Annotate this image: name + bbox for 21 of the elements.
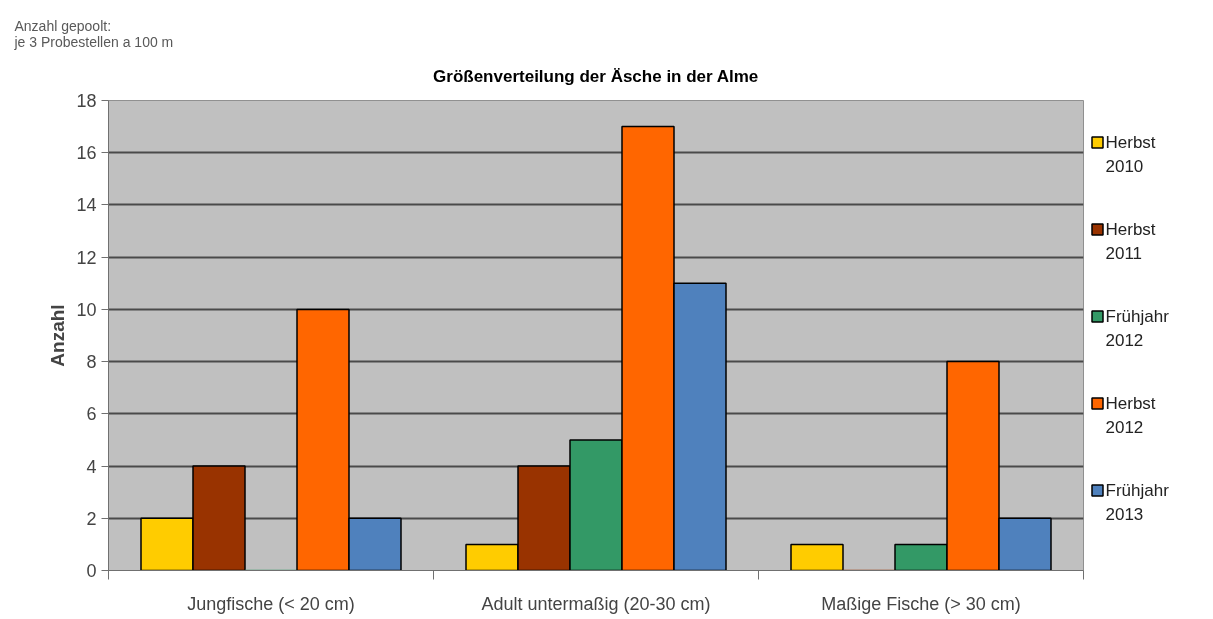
y-tick-label: 14 bbox=[76, 195, 97, 216]
legend-label: Frühjahr 2013 bbox=[1105, 480, 1170, 525]
y-tick-label: 12 bbox=[76, 247, 97, 268]
x-tick-label: Adult untermaßig (20-30 cm) bbox=[481, 593, 711, 614]
legend-label: Herbst 2012 bbox=[1105, 393, 1156, 438]
y-tick-label: 16 bbox=[76, 143, 97, 164]
y-tick-label: 8 bbox=[86, 352, 97, 373]
legend-label: Frühjahr 2012 bbox=[1105, 306, 1170, 351]
y-tick-label: 2 bbox=[86, 508, 97, 529]
y-tick-label: 4 bbox=[86, 456, 97, 477]
text: Anzahl gepoolt: je 3 Probestellen a 100 m bbox=[13, 17, 174, 50]
y-tick-label: 0 bbox=[86, 561, 97, 581]
x-tick-label: Maßige Fische (> 30 cm) bbox=[821, 593, 1021, 614]
legend-label: Herbst 2010 bbox=[1105, 132, 1156, 177]
y-tick-label: 6 bbox=[86, 404, 97, 425]
legend-label: Herbst 2011 bbox=[1105, 219, 1156, 264]
y-axis-title: Anzahl bbox=[47, 304, 69, 367]
chart-title: Größenverteilung der Äsche in der Alme bbox=[433, 66, 759, 86]
y-tick-label: 18 bbox=[76, 91, 97, 111]
x-tick-label: Jungfische (< 20 cm) bbox=[187, 593, 355, 614]
y-tick-label: 10 bbox=[76, 299, 97, 320]
